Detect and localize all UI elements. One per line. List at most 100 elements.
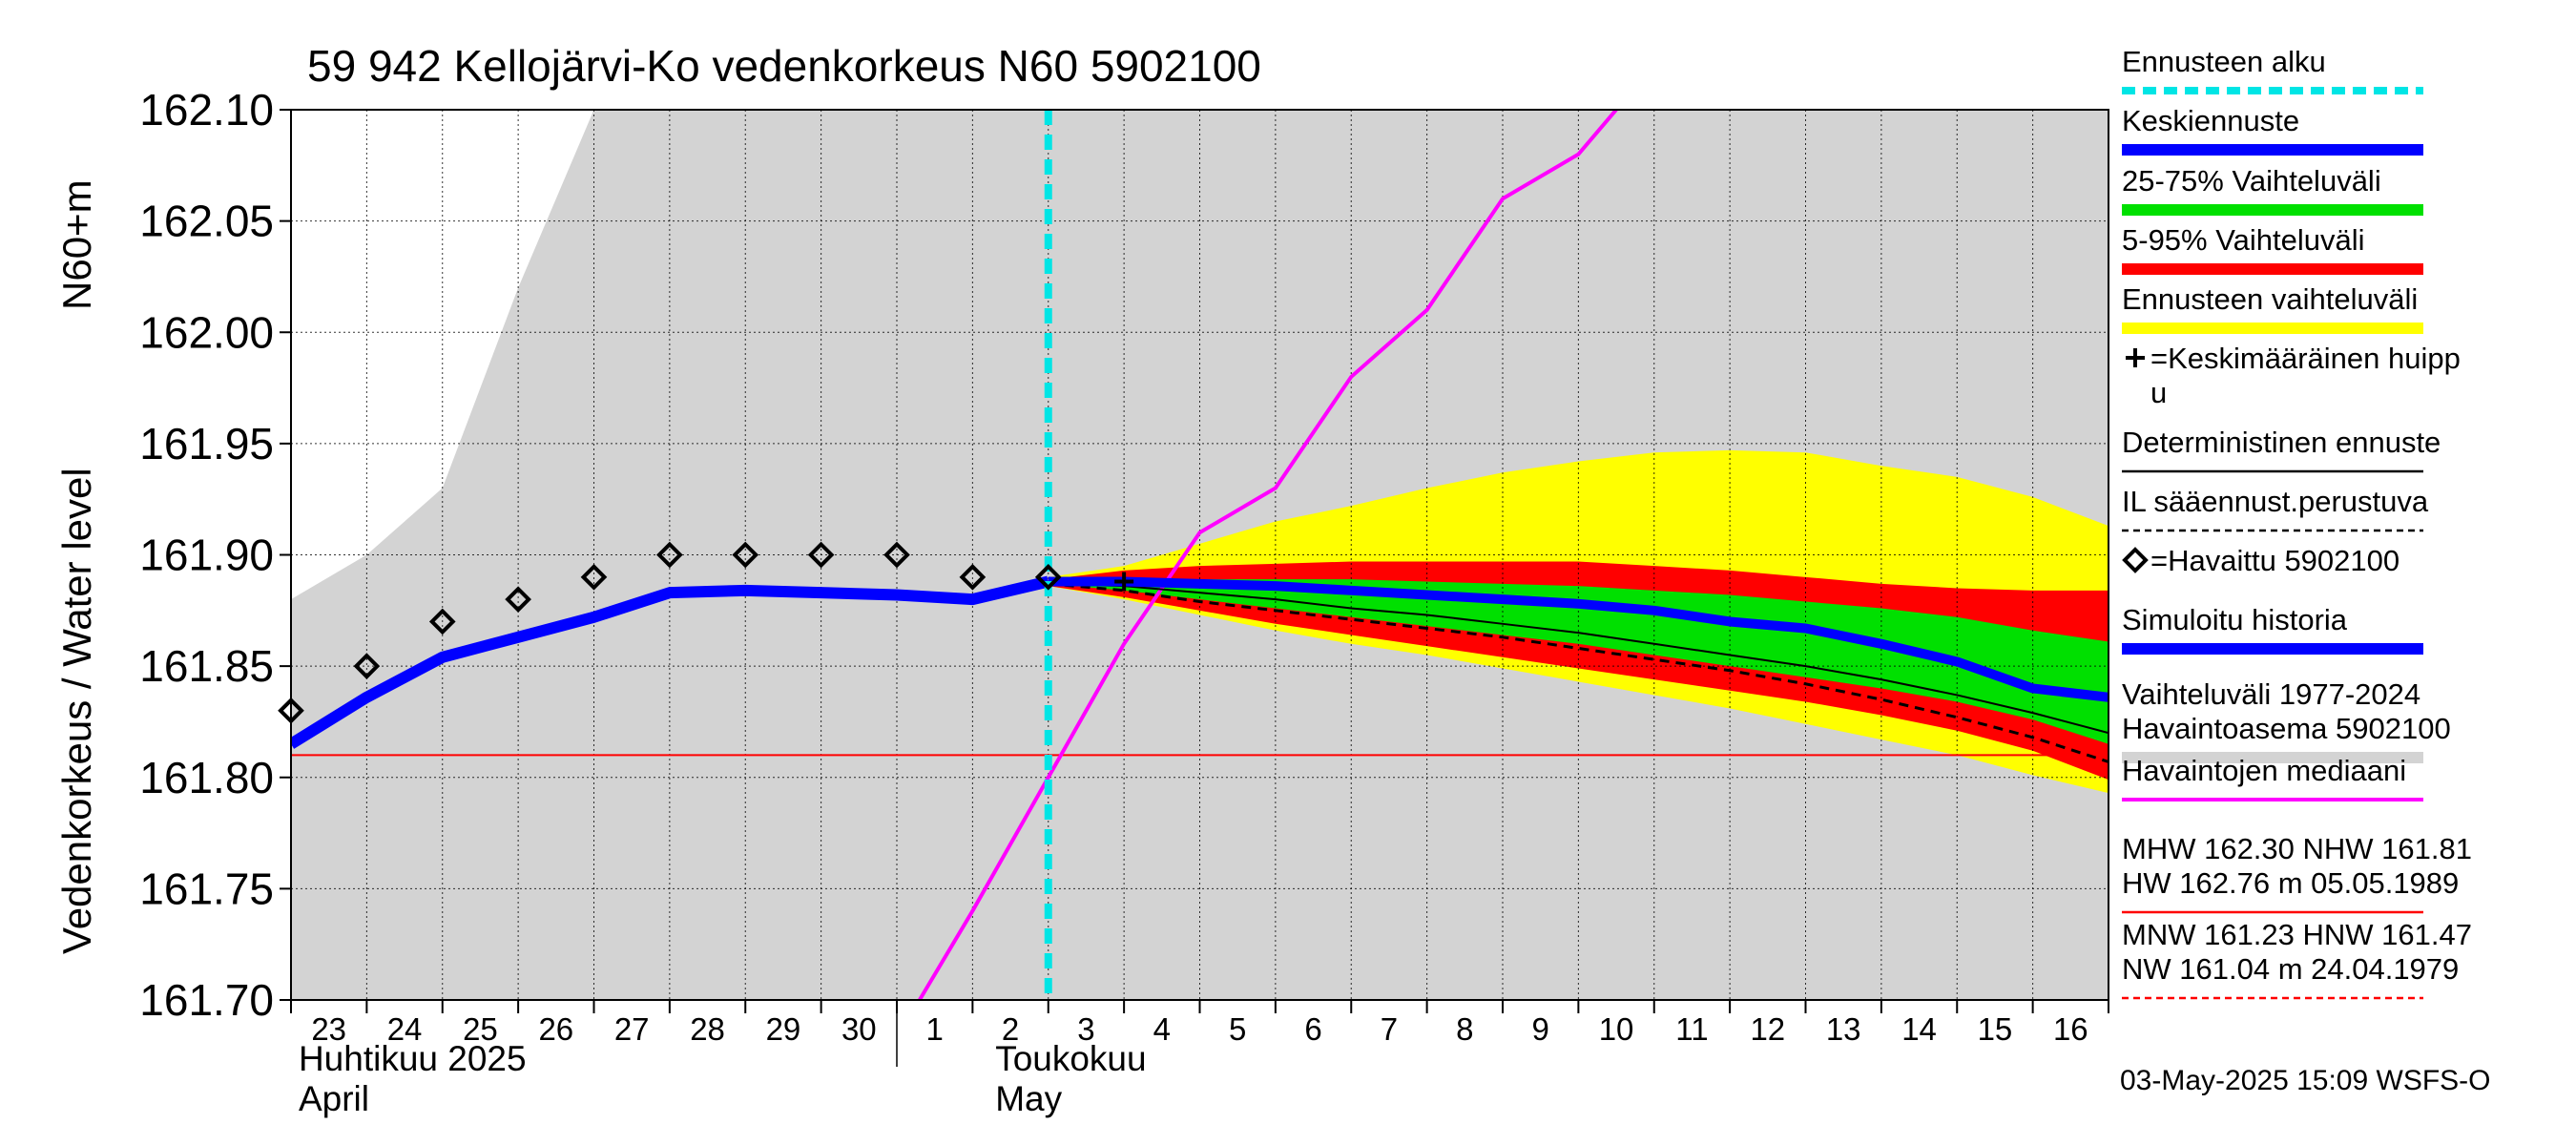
x-tick-label: 25: [463, 1011, 498, 1047]
x-tick-label: 27: [614, 1011, 650, 1047]
y-tick-label: 161.75: [139, 864, 274, 913]
y-tick-label: 162.05: [139, 197, 274, 246]
x-tick-label: 24: [387, 1011, 423, 1047]
x-axis-ticks: 23 24 25 26 27 28 29 30 1 2 3 4 5 6 7 8 9 10 11 12 13 14 15 16: [290, 1000, 2109, 1047]
grid-lines: [291, 109, 2109, 1001]
legend-label: Havaintojen mediaani: [2122, 754, 2406, 787]
legend-label: MNW 161.23 HNW 161.47: [2122, 918, 2472, 951]
legend-item-mean-forecast: Keskiennuste: [2122, 104, 2423, 156]
legend-label-line2: u: [2150, 376, 2167, 409]
month-label-english: May: [995, 1079, 1062, 1118]
y-axis-label: Vedenkorkeus / Water level: [54, 468, 99, 954]
legend-item-forecast-range: Ennusteen vaihteluväli: [2122, 282, 2423, 334]
deterministic-forecast-line: [1048, 582, 2109, 735]
legend-item-p5-95: 5-95% Vaihteluväli: [2122, 223, 2423, 275]
series-lines: [291, 110, 2109, 1000]
legend: Ennusteen alku Keskiennuste 25-75% Vaihtel…: [2122, 45, 2472, 1000]
x-tick-label: 23: [311, 1011, 346, 1047]
x-tick-label: 4: [1153, 1011, 1171, 1047]
legend-label: Keskiennuste: [2122, 104, 2299, 137]
x-tick-label: 16: [2053, 1011, 2088, 1047]
y-tick-label: 161.85: [139, 641, 274, 691]
x-tick-label: 28: [690, 1011, 725, 1047]
month-label: Huhtikuu 2025: [299, 1039, 527, 1078]
x-tick-label: 14: [1901, 1011, 1937, 1047]
x-tick-label: 3: [1077, 1011, 1094, 1047]
legend-label: Ennusteen vaihteluväli: [2122, 282, 2418, 316]
legend-item-p25-75: 25-75% Vaihteluväli: [2122, 164, 2423, 216]
observed-point: [883, 541, 910, 569]
observed-point: [1034, 563, 1062, 591]
x-tick-label: 6: [1304, 1011, 1321, 1047]
legend-label: 25-75% Vaihteluväli: [2122, 164, 2381, 198]
observed-point: [807, 541, 835, 569]
y-tick-label: 162.00: [139, 307, 274, 357]
observed-markers: [278, 541, 1134, 724]
median-observations-line: [918, 110, 1618, 1000]
observed-point: [353, 653, 381, 679]
month-label-english: April: [299, 1079, 369, 1118]
band-25-75: [1048, 579, 2109, 744]
x-tick-label: 29: [766, 1011, 801, 1047]
x-tick-label: 7: [1381, 1011, 1398, 1047]
legend-label: MHW 162.30 NHW 161.81: [2122, 832, 2472, 865]
legend-item-median-observations: Havaintojen mediaani: [2122, 754, 2423, 802]
y-tick-label: 161.95: [139, 419, 274, 468]
y-axis-unit-label: N60+m: [54, 179, 99, 310]
legend-item-simulated-history: Simuloitu historia: [2122, 603, 2423, 655]
x-tick-label: 8: [1456, 1011, 1473, 1047]
legend-diamond-icon: [2122, 547, 2149, 573]
x-tick-label: 30: [841, 1011, 877, 1047]
legend-label: =Havaittu 5902100: [2150, 544, 2399, 577]
y-tick-label: 162.10: [139, 85, 274, 135]
legend-item-il-forecast: IL sääennust.perustuva: [2122, 485, 2429, 532]
x-tick-label: 11: [1675, 1011, 1708, 1047]
x-tick-label: 1: [926, 1011, 944, 1047]
legend-label: IL sääennust.perustuva: [2122, 485, 2429, 518]
plot-area: [278, 109, 2109, 1001]
legend-label: Deterministinen ennuste: [2122, 426, 2441, 459]
x-tick-label: 15: [1978, 1011, 2013, 1047]
x-tick-label: 12: [1750, 1011, 1785, 1047]
observed-point: [656, 541, 683, 569]
il-forecast-line: [1048, 582, 2109, 763]
legend-label-line2: HW 162.76 m 05.05.1989: [2122, 866, 2459, 900]
y-axis-ticks: 161.70 161.75 161.80 161.85 161.90 161.95 162.…: [139, 85, 291, 1025]
x-tick-label: 26: [538, 1011, 573, 1047]
x-tick-label: 9: [1532, 1011, 1549, 1047]
simulated-history-line: [291, 575, 1050, 749]
legend-label: Ennusteen alku: [2122, 45, 2326, 78]
legend-plus-icon: [2126, 348, 2145, 367]
x-tick-label: 10: [1599, 1011, 1634, 1047]
observed-point: [428, 608, 456, 635]
y-tick-label: 161.70: [139, 975, 274, 1025]
legend-label: Vaihteluväli 1977-2024: [2122, 677, 2420, 711]
y-tick-label: 161.80: [139, 753, 274, 802]
observed-point: [580, 563, 608, 591]
legend-label-line2: Havaintoasema 5902100: [2122, 712, 2451, 745]
timestamp-footer: 03-May-2025 15:09 WSFS-O: [2120, 1065, 2491, 1096]
legend-item-observed: =Havaittu 5902100: [2122, 544, 2399, 577]
legend-item-range-1977-2024: Vaihteluväli 1977-2024 Havaintoasema 590…: [2122, 677, 2451, 763]
observed-point: [505, 586, 531, 613]
legend-label: Simuloitu historia: [2122, 603, 2348, 636]
observed-point: [959, 563, 987, 591]
month-label: Toukokuu: [995, 1039, 1146, 1078]
legend-label: 5-95% Vaihteluväli: [2122, 223, 2364, 257]
x-tick-label: 13: [1826, 1011, 1861, 1047]
y-tick-label: 161.90: [139, 531, 274, 580]
legend-item-deterministic: Deterministinen ennuste: [2122, 426, 2441, 473]
chart-title: 59 942 Kellojärvi-Ko vedenkorkeus N60 59…: [307, 41, 1261, 91]
legend-label: =Keskimääräinen huipp: [2150, 342, 2461, 375]
legend-label-line2: NW 161.04 m 24.04.1979: [2122, 952, 2459, 986]
x-tick-label: 5: [1229, 1011, 1246, 1047]
observed-point: [732, 541, 759, 569]
x-tick-label: 2: [1002, 1011, 1019, 1047]
legend-item-forecast-start: Ennusteen alku: [2122, 45, 2423, 94]
mean-forecast-line: [1048, 576, 2109, 702]
